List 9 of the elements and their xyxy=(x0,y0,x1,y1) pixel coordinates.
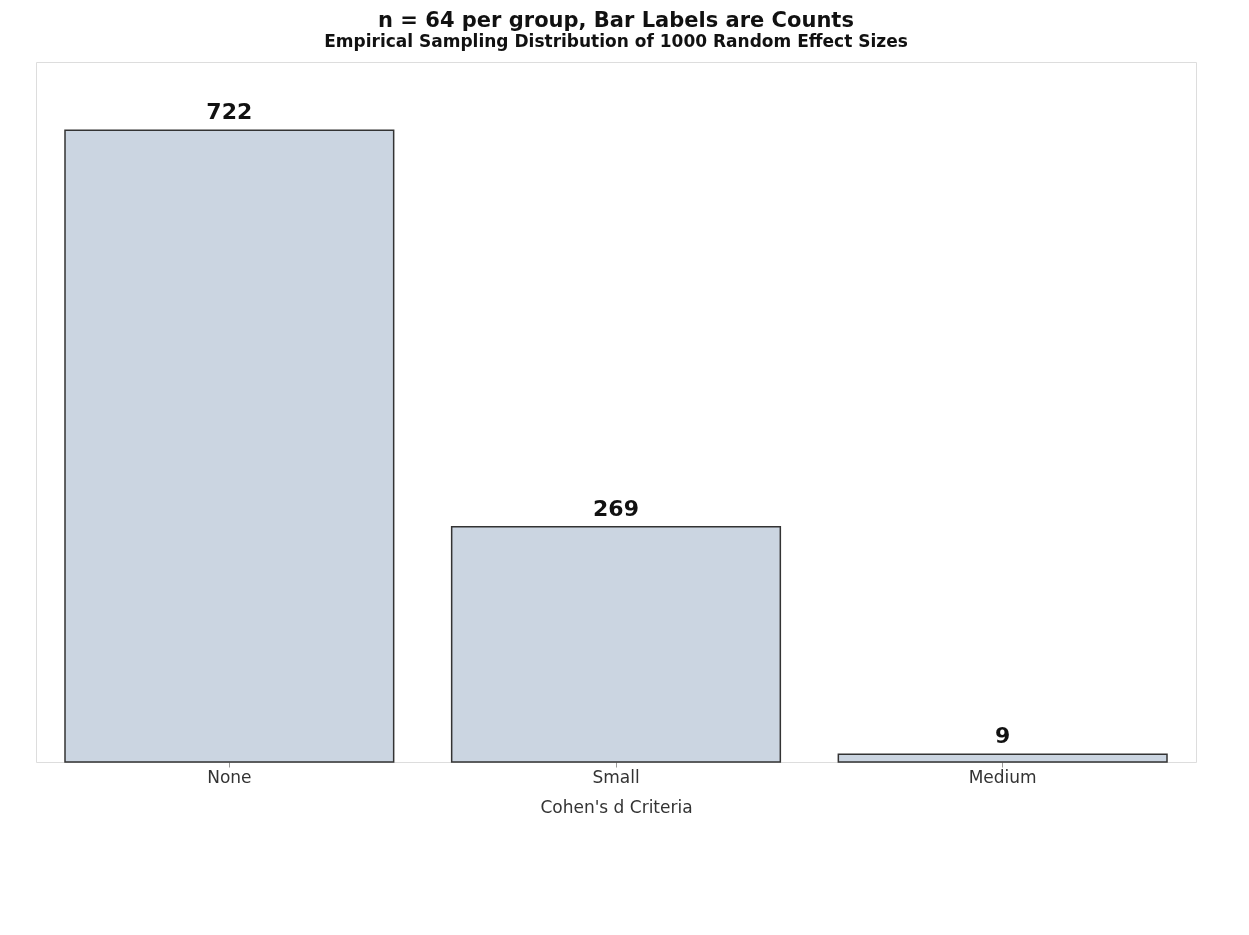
data-label: 722 xyxy=(206,99,253,125)
x-axis-title: Cohen's d Criteria xyxy=(540,796,693,817)
chart-subtitle: Empirical Sampling Distribution of 1000 Random Effect Sizes xyxy=(324,31,908,51)
data-label: 9 xyxy=(995,723,1011,749)
data-label: 269 xyxy=(593,495,639,521)
x-tick-label: None xyxy=(207,766,252,787)
x-tick-label: Medium xyxy=(968,766,1037,787)
chart-title: n = 64 per group, Bar Labels are Counts xyxy=(378,8,854,32)
x-tick-label: Small xyxy=(592,766,640,787)
